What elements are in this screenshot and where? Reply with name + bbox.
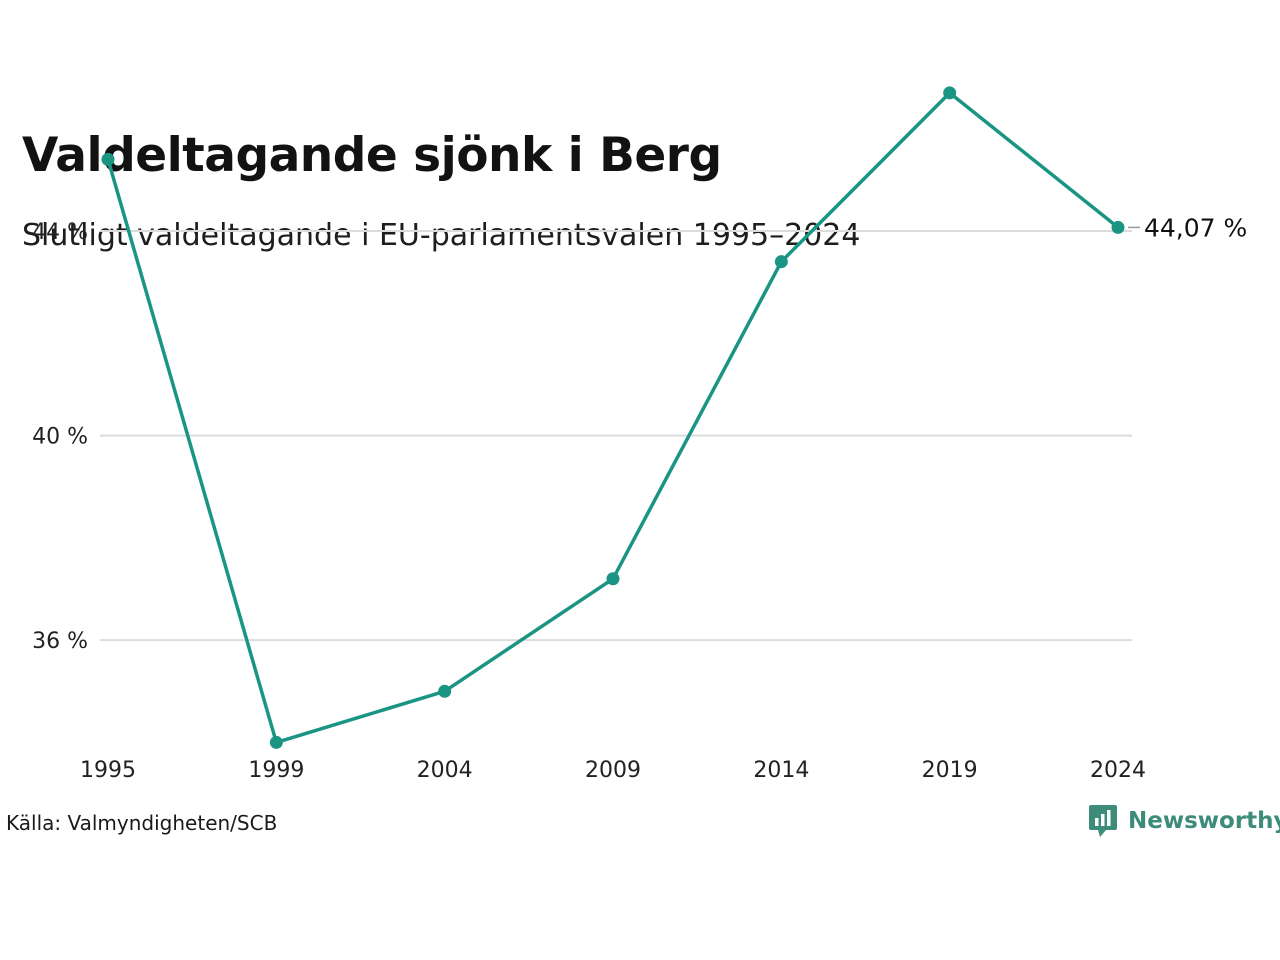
- newsworthy-logo-icon: [1089, 805, 1117, 837]
- source-note: Källa: Valmyndigheten/SCB: [6, 811, 278, 835]
- data-point: [269, 735, 283, 749]
- x-axis-ticks: 1995 1999 2004 2009 2014 2019 2024: [80, 758, 1146, 783]
- data-labels: 44,07 %: [1128, 213, 1247, 242]
- data-point: [943, 86, 957, 100]
- x-tick-label: 1995: [80, 758, 136, 783]
- end-value-label: 44,07 %: [1144, 213, 1247, 242]
- x-tick-label: 1999: [248, 758, 304, 783]
- series-line: [106, 91, 1120, 745]
- x-tick-label: 2009: [585, 758, 641, 783]
- data-point: [101, 152, 115, 166]
- x-tick-label: 2019: [922, 758, 978, 783]
- data-point: [438, 684, 452, 698]
- data-point: [774, 255, 788, 269]
- chart-subtitle: Slutligt valdeltagande i EU-parlamentsva…: [22, 218, 861, 253]
- x-tick-label: 2024: [1090, 758, 1146, 783]
- brand: Newsworthy: [1088, 804, 1280, 838]
- x-tick-label: 2014: [753, 758, 809, 783]
- y-tick-label: 40 %: [32, 425, 88, 450]
- brand-name: Newsworthy: [1128, 808, 1280, 834]
- chart-title: Valdeltagande sjönk i Berg: [22, 128, 722, 183]
- y-tick-label: 44 %: [32, 220, 88, 245]
- data-point: [1111, 220, 1125, 234]
- y-axis-ticks: 36 % 40 % 44 %: [32, 220, 88, 654]
- data-point: [606, 572, 620, 586]
- x-tick-label: 2004: [417, 758, 473, 783]
- gridlines: [100, 230, 1132, 642]
- y-tick-label: 36 %: [32, 629, 88, 654]
- series: [101, 86, 1125, 749]
